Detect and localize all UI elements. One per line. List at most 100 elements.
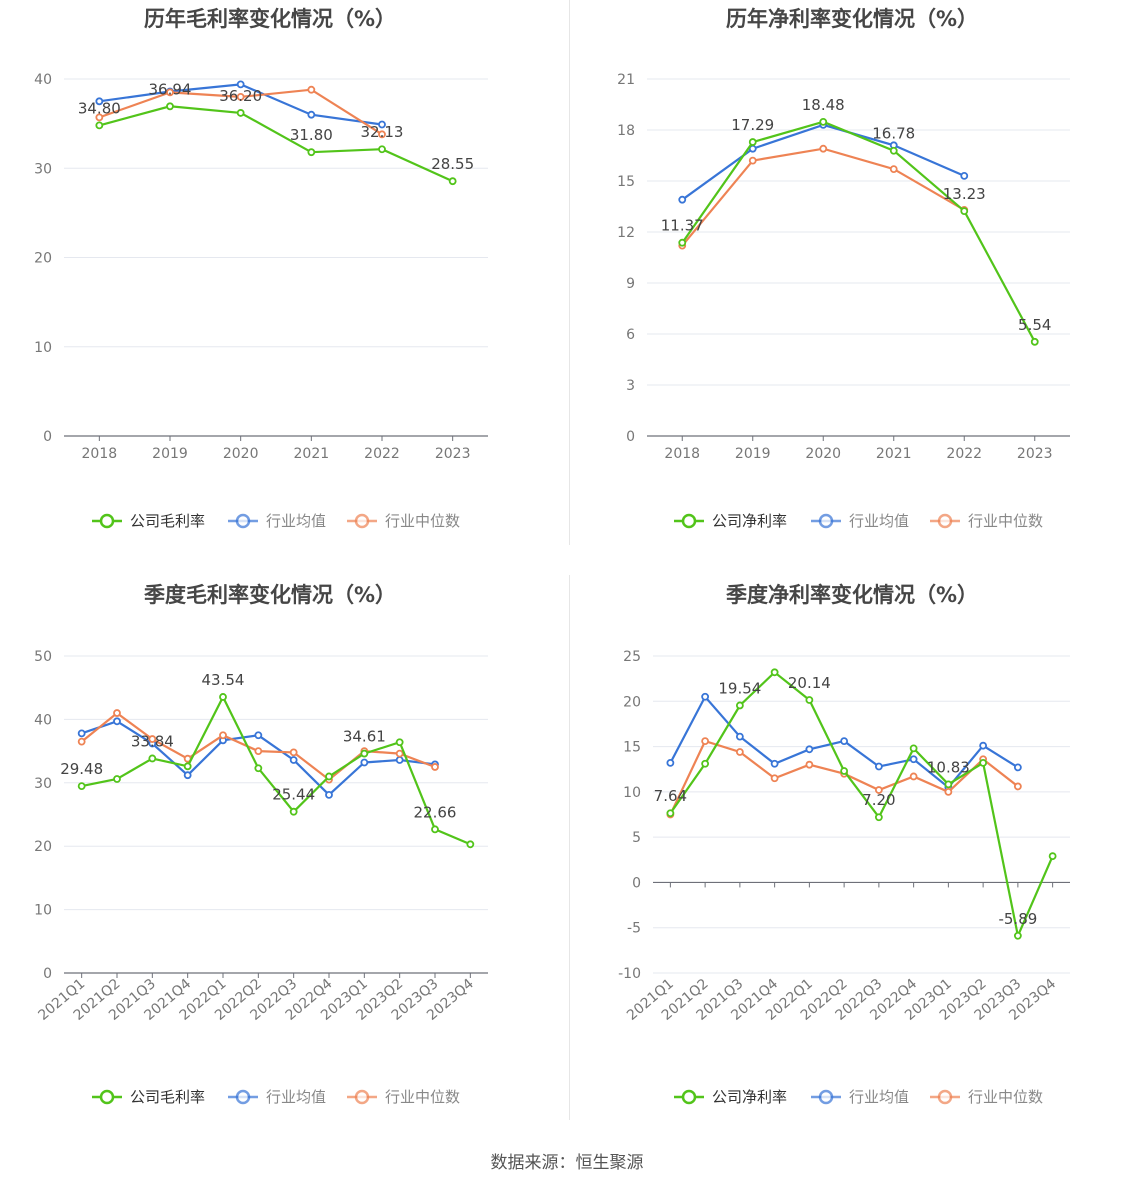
data-point[interactable] [874,786,883,794]
data-point[interactable] [254,731,263,740]
data-point[interactable] [148,754,157,763]
data-point[interactable] [254,747,263,755]
data-point[interactable] [805,745,814,754]
legend-marker[interactable] [235,513,251,529]
data-point[interactable] [960,207,969,215]
data-point[interactable] [77,737,86,746]
data-point[interactable] [395,738,404,747]
data-point[interactable] [1030,337,1039,346]
data-point[interactable] [148,735,157,743]
data-point[interactable] [360,758,369,767]
data-point[interactable] [307,85,316,94]
data-point[interactable] [1013,782,1022,791]
legend-label[interactable]: 公司净利率 [712,512,787,530]
data-point[interactable] [748,138,757,146]
data-point[interactable] [289,756,298,764]
data-point[interactable] [805,760,814,769]
data-point[interactable] [95,113,104,122]
legend-label[interactable]: 行业中位数 [968,512,1043,530]
data-point[interactable] [448,177,457,186]
legend-label[interactable]: 公司净利率 [712,1088,787,1106]
data-point[interactable] [289,748,298,757]
data-point[interactable] [113,717,121,726]
data-point[interactable] [889,165,898,174]
data-point[interactable] [378,130,386,139]
data-point[interactable] [874,762,883,771]
data-point[interactable] [77,729,86,738]
legend-label[interactable]: 行业均值 [849,512,909,530]
legend-marker[interactable] [354,513,370,529]
data-point[interactable] [735,701,744,710]
data-point[interactable] [219,693,227,701]
data-point[interactable] [1013,931,1022,940]
data-point[interactable] [1013,763,1022,772]
data-point[interactable] [770,759,779,768]
data-point[interactable] [236,92,245,101]
data-point[interactable] [666,809,675,818]
data-point[interactable] [909,744,918,753]
legend-marker[interactable] [354,1089,370,1105]
data-point[interactable] [805,696,814,704]
data-point[interactable] [466,840,475,849]
legend-marker[interactable] [99,1089,115,1105]
data-point[interactable] [678,238,687,247]
data-point[interactable] [325,772,333,781]
data-point[interactable] [95,121,104,130]
legend-label[interactable]: 行业均值 [266,512,326,530]
data-point[interactable] [874,813,883,822]
data-point[interactable] [360,749,369,758]
data-point[interactable] [236,80,245,89]
data-point[interactable] [748,156,757,165]
legend-marker[interactable] [681,1089,697,1105]
data-point[interactable] [113,709,121,717]
data-point[interactable] [979,758,988,767]
data-point[interactable] [307,148,316,157]
legend-label[interactable]: 行业中位数 [385,512,460,530]
legend-marker[interactable] [818,1089,834,1105]
data-point[interactable] [819,144,828,153]
legend-label[interactable]: 公司毛利率 [130,512,205,530]
data-point[interactable] [909,755,918,764]
data-point[interactable] [254,764,263,773]
data-point[interactable] [289,807,298,816]
data-point[interactable] [183,771,192,780]
data-point[interactable] [944,787,953,796]
legend-marker[interactable] [681,513,697,529]
data-point[interactable] [219,731,227,740]
data-point[interactable] [944,780,953,789]
data-point[interactable] [95,97,104,106]
legend-marker[interactable] [937,513,953,529]
legend-label[interactable]: 行业均值 [266,1088,326,1106]
legend-marker[interactable] [818,513,834,529]
data-point[interactable] [889,146,898,155]
data-point[interactable] [431,763,439,771]
data-point[interactable] [735,748,744,756]
legend-marker[interactable] [937,1089,953,1105]
data-point[interactable] [840,737,849,746]
data-point[interactable] [979,741,988,750]
data-point[interactable] [166,88,174,97]
data-point[interactable] [395,756,404,764]
data-point[interactable] [909,772,918,781]
data-point[interactable] [960,171,969,180]
data-point[interactable] [701,759,710,768]
legend-label[interactable]: 行业中位数 [385,1088,460,1106]
data-point[interactable] [770,668,779,677]
legend-marker[interactable] [235,1089,251,1105]
data-point[interactable] [1048,852,1057,861]
data-point[interactable] [378,120,386,129]
data-point[interactable] [701,692,710,701]
data-point[interactable] [236,109,245,117]
data-point[interactable] [113,775,121,783]
legend-label[interactable]: 行业均值 [849,1088,909,1106]
data-point[interactable] [819,117,828,126]
data-point[interactable] [666,758,675,767]
data-point[interactable] [307,110,316,119]
data-point[interactable] [77,782,86,790]
data-point[interactable] [183,762,192,771]
legend-marker[interactable] [99,513,115,529]
data-point[interactable] [701,737,710,746]
data-point[interactable] [325,790,333,799]
legend-label[interactable]: 公司毛利率 [130,1088,205,1106]
data-point[interactable] [378,145,386,154]
